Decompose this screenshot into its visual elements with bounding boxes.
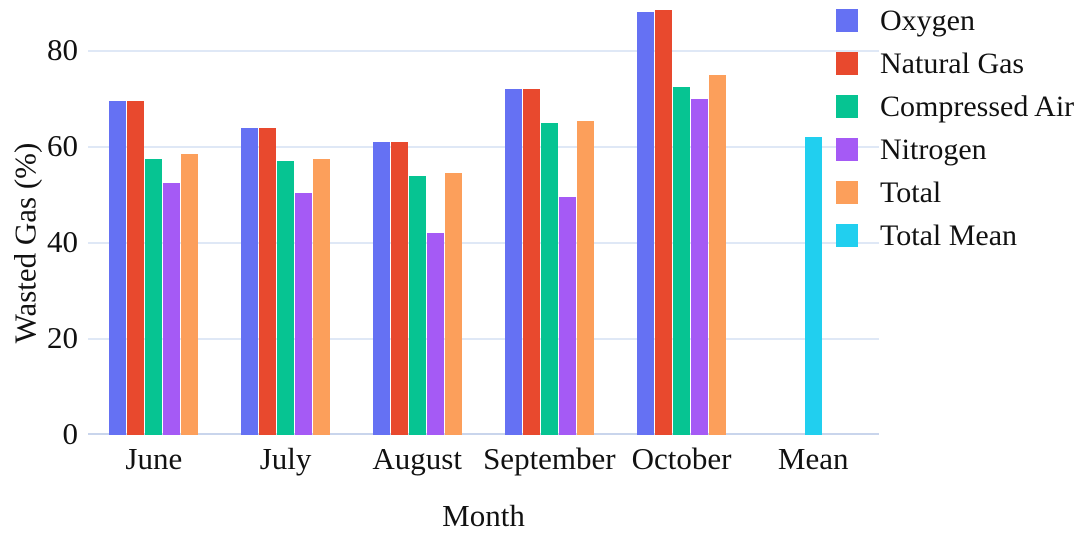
legend-swatch-icon	[836, 138, 858, 161]
bar-total-september	[576, 120, 594, 435]
bar-oxygen-july	[241, 127, 259, 435]
bar-total-august	[445, 173, 463, 435]
bar-group-october	[615, 0, 747, 435]
bar-natural-gas-june	[127, 101, 145, 435]
y-tick-label-0: 0	[62, 416, 79, 451]
bar-compressed-air-july	[277, 161, 295, 435]
bar-nitrogen-july	[295, 192, 313, 435]
x-tick-label-october: October	[631, 441, 732, 476]
legend-swatch-icon	[836, 52, 858, 75]
gridline-40	[88, 241, 879, 244]
bar-groups	[88, 0, 879, 435]
bar-group-mean	[747, 0, 879, 435]
bar-natural-gas-september	[522, 89, 540, 435]
legend-item-total: Total	[836, 176, 1074, 209]
bar-nitrogen-september	[558, 197, 576, 435]
x-axis-title: Month	[442, 498, 525, 533]
legend-swatch-icon	[836, 224, 858, 247]
legend-label: Total Mean	[880, 219, 1018, 252]
x-tick-label-june: June	[125, 441, 183, 476]
legend-swatch-icon	[836, 181, 858, 204]
legend-label: Oxygen	[880, 4, 975, 37]
bar-compressed-air-august	[409, 175, 427, 435]
bar-compressed-air-october	[672, 86, 690, 435]
y-tick-label-60: 60	[47, 127, 78, 163]
x-axis-baseline	[88, 433, 879, 435]
bar-group-july	[220, 0, 352, 435]
plot-area	[88, 0, 879, 435]
bar-nitrogen-june	[163, 182, 181, 435]
gridline-80	[88, 49, 879, 52]
x-tick-label-mean: Mean	[777, 441, 849, 476]
bar-natural-gas-august	[391, 142, 409, 435]
y-tick-label-20: 20	[47, 319, 78, 355]
bar-total-mean-mean	[804, 137, 822, 435]
legend-item-natural-gas: Natural Gas	[836, 47, 1074, 80]
bar-natural-gas-july	[259, 127, 277, 435]
x-tick-label-september: September	[483, 441, 616, 476]
bar-nitrogen-october	[690, 98, 708, 435]
bar-total-june	[181, 154, 199, 435]
legend-swatch-icon	[836, 9, 858, 32]
bar-total-july	[313, 158, 331, 435]
legend-swatch-icon	[836, 95, 858, 118]
legend: Oxygen Natural Gas Compressed Air Nitrogen T…	[836, 4, 1075, 252]
legend-label: Natural Gas	[880, 47, 1025, 80]
bar-compressed-air-september	[540, 122, 558, 435]
bar-group-september	[483, 0, 615, 435]
legend-item-oxygen: Oxygen	[836, 4, 1074, 37]
x-axis-tick-labels: June July August September October Mean	[88, 441, 879, 477]
legend-item-compressed-air: Compressed Air	[836, 90, 1075, 123]
bar-total-october	[708, 74, 726, 435]
bar-oxygen-june	[109, 101, 127, 435]
y-axis-title: Wasted Gas (%)	[7, 142, 42, 344]
gridline-60	[88, 145, 879, 148]
bar-oxygen-september	[504, 89, 522, 435]
bar-oxygen-october	[636, 12, 654, 435]
bar-oxygen-august	[373, 142, 391, 435]
gridline-20	[88, 337, 879, 340]
x-tick-label-august: August	[372, 441, 462, 476]
legend-label: Total	[880, 176, 942, 209]
y-tick-label-80: 80	[47, 31, 78, 67]
legend-label: Nitrogen	[880, 133, 987, 166]
y-axis-tick-labels: 0 20 40 60 80	[0, 0, 80, 450]
bar-natural-gas-october	[654, 10, 672, 435]
y-axis-title-wrap: Wasted Gas (%)	[2, 51, 48, 435]
legend-item-total-mean: Total Mean	[836, 219, 1074, 252]
legend-item-nitrogen: Nitrogen	[836, 133, 1074, 166]
bar-group-june	[88, 0, 220, 435]
bar-group-august	[352, 0, 484, 435]
legend-label: Compressed Air	[880, 90, 1075, 123]
y-tick-label-40: 40	[47, 223, 78, 259]
x-tick-label-july: July	[259, 441, 312, 476]
bar-compressed-air-june	[145, 158, 163, 435]
bar-nitrogen-august	[427, 233, 445, 435]
